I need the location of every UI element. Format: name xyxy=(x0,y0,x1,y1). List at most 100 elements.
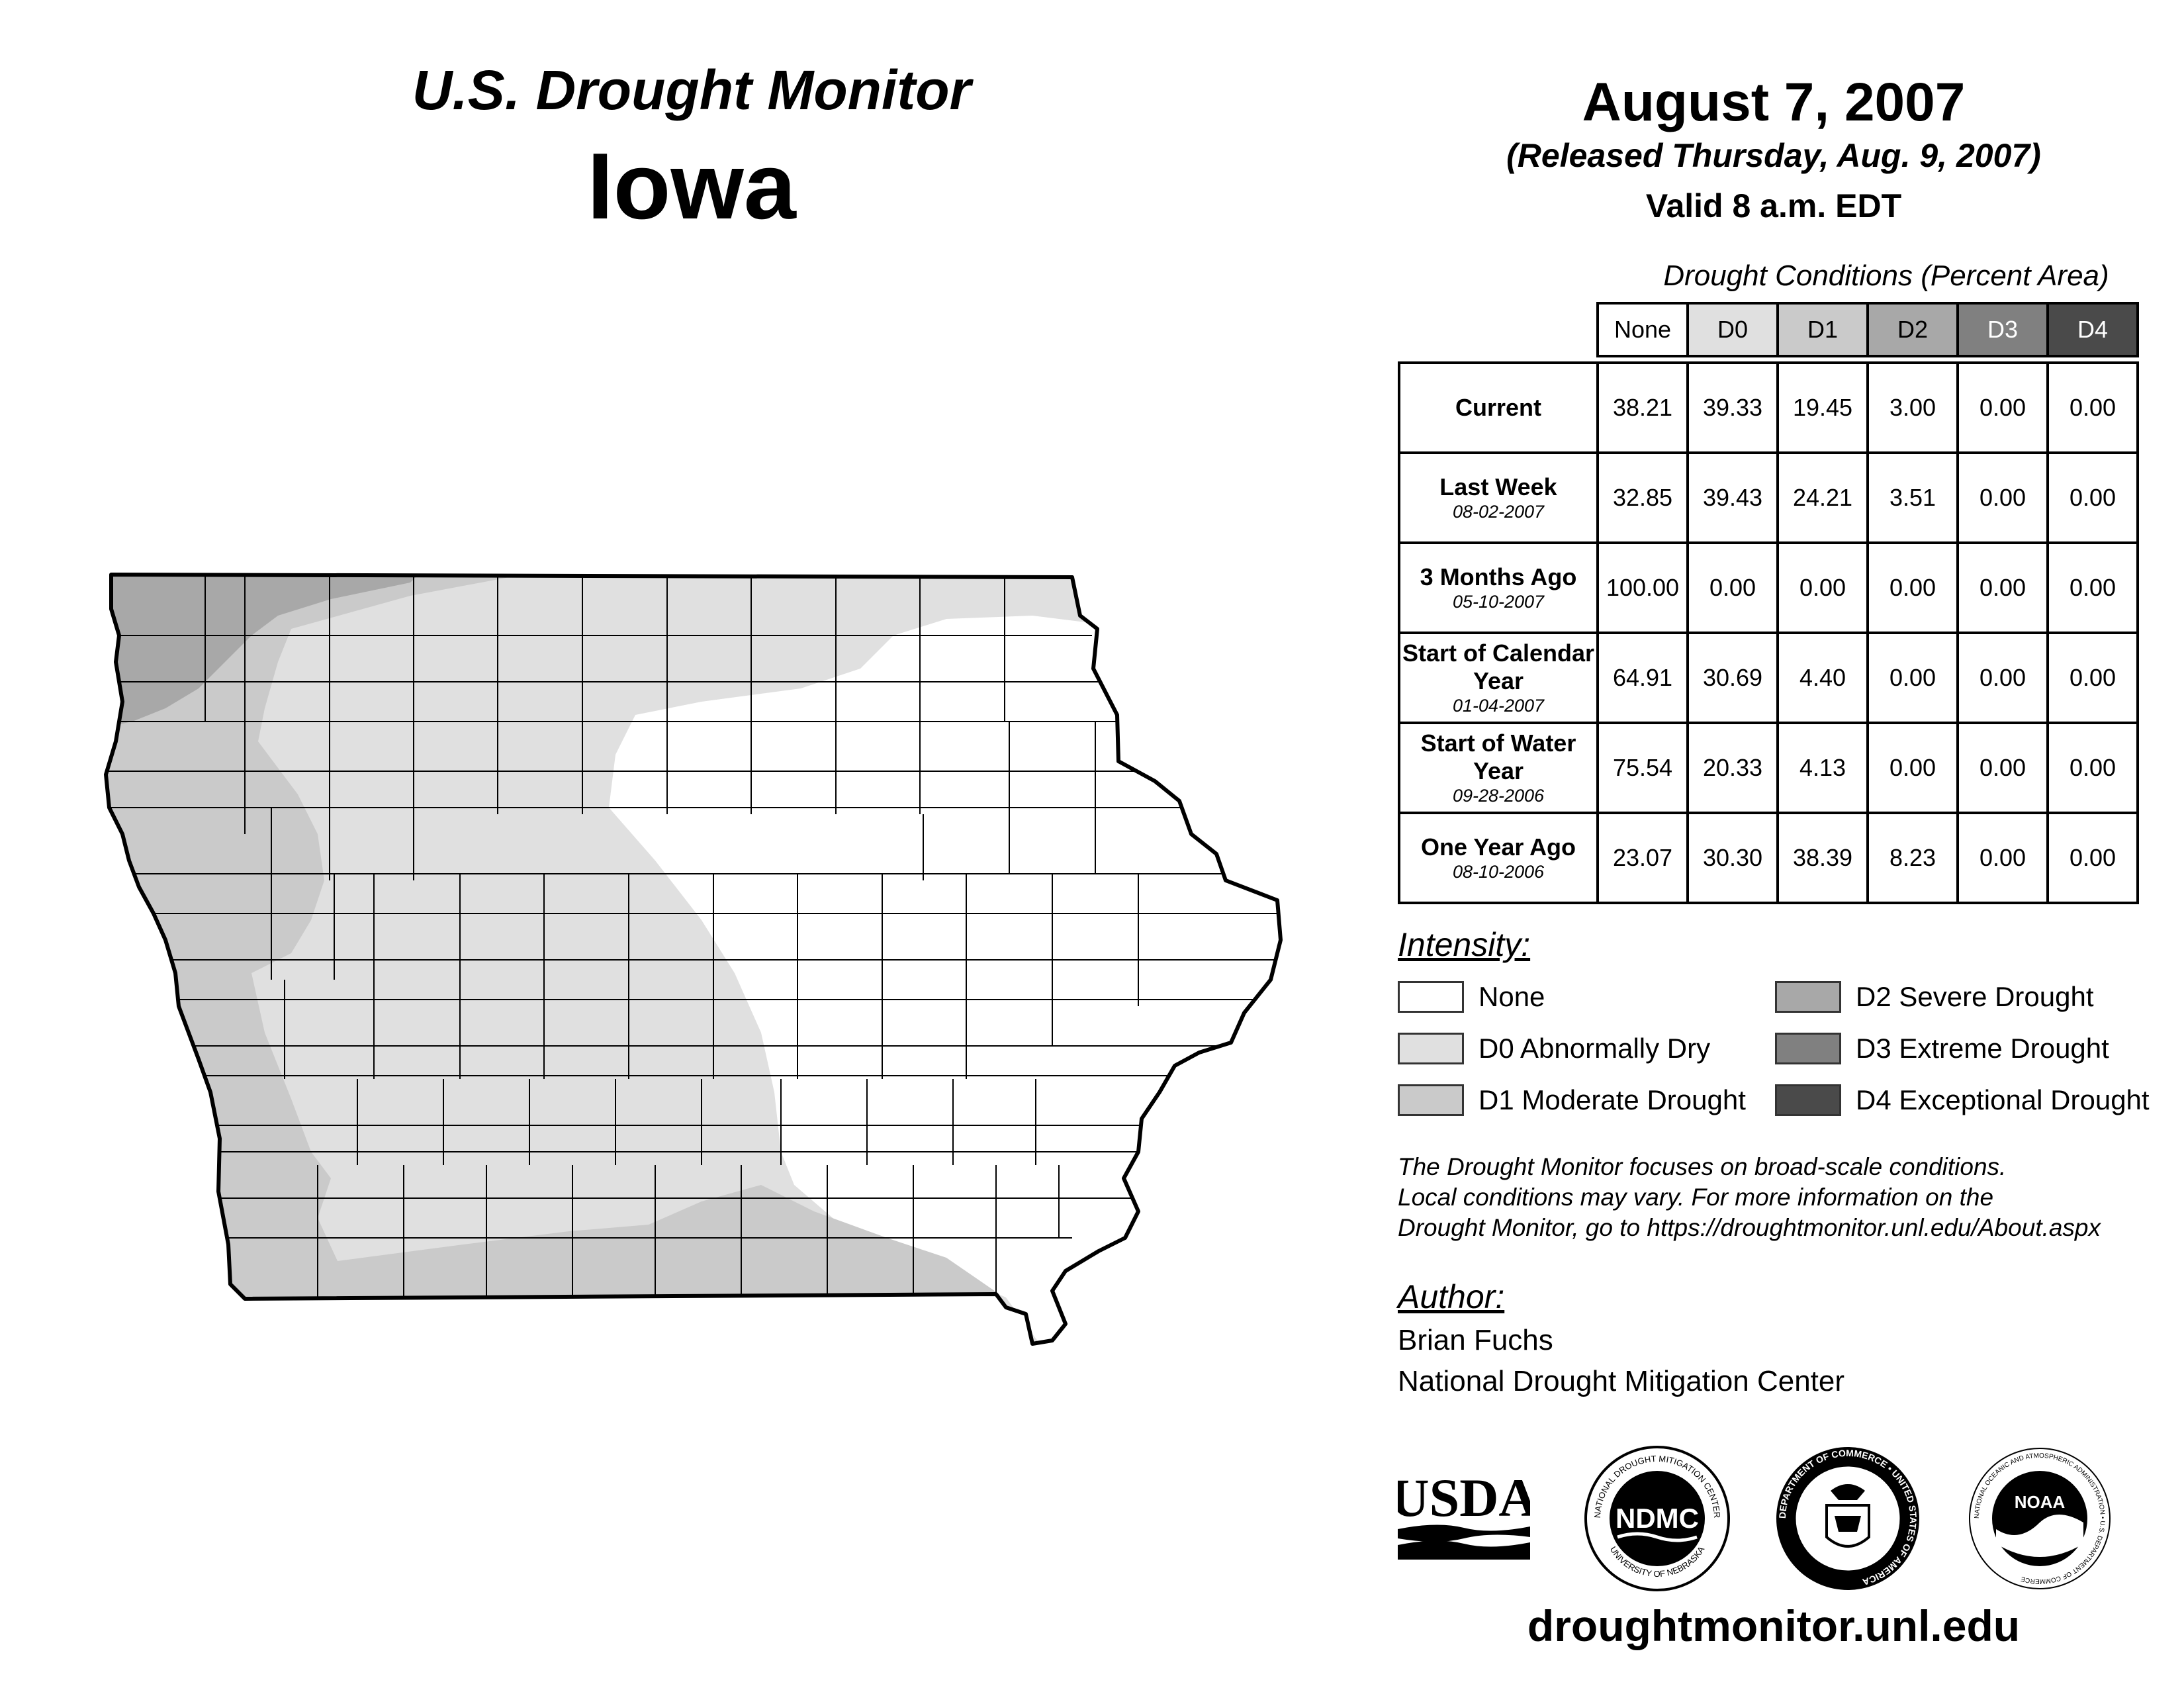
table-cell: 39.43 xyxy=(1686,451,1779,544)
legend-swatch xyxy=(1398,1033,1464,1064)
row-date: 09-28-2006 xyxy=(1452,786,1545,806)
noaa-logo: NOAA NATIONAL OCEANIC AND ATMOSPHERIC AD… xyxy=(1969,1448,2111,1589)
table-cell: 20.33 xyxy=(1686,722,1779,814)
legend-label: D1 Moderate Drought xyxy=(1479,1084,1746,1115)
legend-heading: Intensity: xyxy=(1398,926,1531,963)
row-label: Start of Calendar Year 01-04-2007 xyxy=(1398,632,1599,724)
svg-text:NOAA: NOAA xyxy=(2015,1492,2066,1512)
row-date: 08-10-2006 xyxy=(1452,862,1545,882)
table-cell: 0.00 xyxy=(2046,451,2139,544)
row-date: 05-10-2007 xyxy=(1452,592,1545,612)
table-cell: 38.21 xyxy=(1596,361,1689,454)
table-cell: 0.00 xyxy=(1686,541,1779,634)
legend-item-d4: D4 Exceptional Drought xyxy=(1775,1083,2150,1117)
release-date: (Released Thursday, Aug. 9, 2007) xyxy=(1506,137,2041,174)
table-cell: 0.00 xyxy=(1866,722,1959,814)
table-row: Start of Calendar Year 01-04-2007 64.91 3… xyxy=(1398,632,2139,724)
row-label: 3 Months Ago 05-10-2007 xyxy=(1398,541,1599,634)
table-cell: 4.40 xyxy=(1776,632,1869,724)
table-cell: 30.69 xyxy=(1686,632,1779,724)
table-cell: 0.00 xyxy=(2046,812,2139,904)
table-cell: 3.00 xyxy=(1866,361,1959,454)
column-header-d3: D3 xyxy=(1956,302,2049,357)
table-cell: 23.07 xyxy=(1596,812,1689,904)
legend-label: D3 Extreme Drought xyxy=(1856,1033,2109,1064)
legend-label: D2 Severe Drought xyxy=(1856,981,2094,1012)
legend-swatch xyxy=(1398,1084,1464,1116)
column-header-d4: D4 xyxy=(2046,302,2139,357)
table-cell: 0.00 xyxy=(1956,632,2049,724)
table-cell: 4.13 xyxy=(1776,722,1869,814)
table-cell: 0.00 xyxy=(1956,722,2049,814)
table-cell: 0.00 xyxy=(2046,541,2139,634)
table-caption: Drought Conditions (Percent Area) xyxy=(1663,259,2109,292)
table-cell: 64.91 xyxy=(1596,632,1689,724)
legend-item-d3: D3 Extreme Drought xyxy=(1775,1031,2109,1066)
legend-label: D4 Exceptional Drought xyxy=(1856,1084,2150,1115)
author-heading: Author: xyxy=(1398,1278,1505,1315)
table-cell: 0.00 xyxy=(1956,451,2049,544)
note-line: Local conditions may vary. For more info… xyxy=(1398,1184,1994,1211)
row-date: 08-02-2007 xyxy=(1452,502,1545,522)
legend-item-d1: D1 Moderate Drought xyxy=(1398,1083,1746,1117)
svg-text:NDMC: NDMC xyxy=(1615,1503,1699,1534)
note-line: The Drought Monitor focuses on broad-sca… xyxy=(1398,1153,2007,1180)
table-header-row: None D0 D1 D2 D3 D4 xyxy=(1399,302,2139,357)
table-cell: 39.33 xyxy=(1686,361,1779,454)
row-label: Current xyxy=(1398,361,1599,454)
table-cell: 38.39 xyxy=(1776,812,1869,904)
table-row: One Year Ago 08-10-2006 23.07 30.30 38.39… xyxy=(1398,812,2139,904)
row-label: Last Week 08-02-2007 xyxy=(1398,451,1599,544)
legend-item-d0: D0 Abnormally Dry xyxy=(1398,1031,1710,1066)
table-cell: 0.00 xyxy=(1866,632,1959,724)
note-line: Drought Monitor, go to https://droughtmo… xyxy=(1398,1214,2101,1241)
table-cell: 3.51 xyxy=(1866,451,1959,544)
site-url[interactable]: droughtmonitor.unl.edu xyxy=(1527,1601,2021,1650)
legend-swatch xyxy=(1775,1084,1841,1116)
valid-time: Valid 8 a.m. EDT xyxy=(1645,187,1902,224)
column-header-none: None xyxy=(1596,302,1689,357)
author-org: National Drought Mitigation Center xyxy=(1398,1365,1845,1397)
map-date: August 7, 2007 xyxy=(1582,72,1966,132)
map-d0-area xyxy=(106,575,1281,1344)
author-name: Brian Fuchs xyxy=(1398,1324,1553,1356)
table-cell: 8.23 xyxy=(1866,812,1959,904)
usda-logo: USDA xyxy=(1398,1468,1530,1560)
table-header-blank xyxy=(1399,303,1598,356)
page-title: Iowa xyxy=(587,134,796,239)
table-cell: 100.00 xyxy=(1596,541,1689,634)
column-header-d0: D0 xyxy=(1686,302,1779,357)
table-cell: 75.54 xyxy=(1596,722,1689,814)
monitor-note: The Drought Monitor focuses on broad-sca… xyxy=(1398,1152,2179,1243)
county-lines xyxy=(106,575,1281,1297)
ndmc-logo: NDMC NATIONAL DROUGHT MITIGATION CENTER … xyxy=(1584,1446,1730,1591)
row-label: One Year Ago 08-10-2006 xyxy=(1398,812,1599,904)
table-cell: 19.45 xyxy=(1776,361,1869,454)
legend-item-none: None xyxy=(1398,980,1545,1014)
svg-text:USDA: USDA xyxy=(1398,1468,1530,1528)
legend-swatch xyxy=(1775,981,1841,1013)
table-cell: 0.00 xyxy=(2046,632,2139,724)
legend-item-d2: D2 Severe Drought xyxy=(1775,980,2094,1014)
table-cell: 0.00 xyxy=(2046,722,2139,814)
legend-label: D0 Abnormally Dry xyxy=(1479,1033,1711,1064)
commerce-seal: DEPARTMENT OF COMMERCE • UNITED STATES O… xyxy=(1776,1447,1919,1590)
table-cell: 0.00 xyxy=(1776,541,1869,634)
table-cell: 0.00 xyxy=(1956,541,2049,634)
row-label: Start of Water Year 09-28-2006 xyxy=(1398,722,1599,814)
drought-conditions-table: None D0 D1 D2 D3 D4 Current 38.21 39.33 … xyxy=(1398,302,2139,904)
table-cell: 0.00 xyxy=(1956,812,2049,904)
table-cell: 0.00 xyxy=(1866,541,1959,634)
table-cell: 24.21 xyxy=(1776,451,1869,544)
map-d2-area xyxy=(106,575,437,728)
table-cell: 0.00 xyxy=(2046,361,2139,454)
column-header-d1: D1 xyxy=(1776,302,1869,357)
table-row: 3 Months Ago 05-10-2007 100.00 0.00 0.00 … xyxy=(1398,541,2139,634)
legend-swatch xyxy=(1775,1033,1841,1064)
table-row: Start of Water Year 09-28-2006 75.54 20.3… xyxy=(1398,722,2139,814)
iowa-state-outline xyxy=(104,573,1283,1346)
table-cell: 32.85 xyxy=(1596,451,1689,544)
table-row: Last Week 08-02-2007 32.85 39.43 24.21 3.… xyxy=(1398,451,2139,544)
map-subtitle: U.S. Drought Monitor xyxy=(412,59,972,121)
table-row: Current 38.21 39.33 19.45 3.00 0.00 0.00 xyxy=(1398,361,2139,454)
